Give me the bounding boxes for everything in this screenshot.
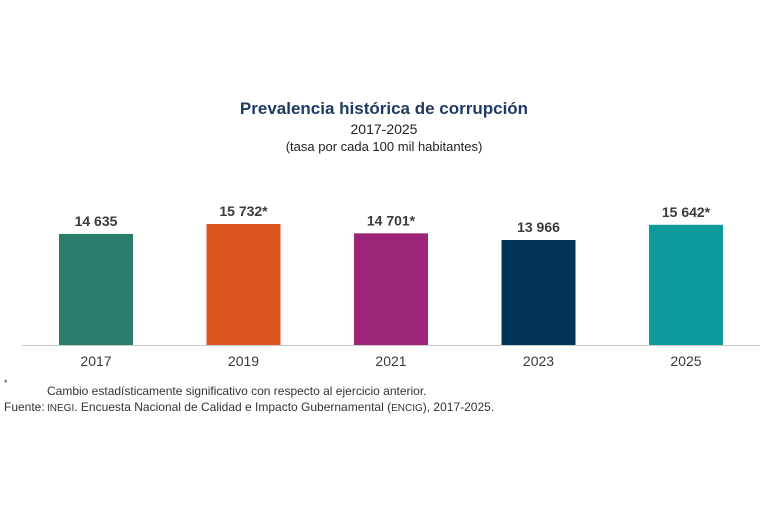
value-label-2017: 14 635 bbox=[75, 213, 118, 229]
footnotes: * Cambio estadísticamente significativo … bbox=[0, 378, 760, 416]
value-label-2019: 15 732* bbox=[219, 203, 268, 219]
chart-title: Prevalencia histórica de corrupción bbox=[239, 99, 529, 118]
source-org: INEGI bbox=[47, 403, 75, 414]
value-label-2021: 14 701* bbox=[367, 212, 416, 228]
bar-2021 bbox=[354, 233, 428, 345]
x-tick-label-2017: 2017 bbox=[80, 353, 111, 369]
bar-chart: 14 635 2017 15 732* 2019 14 701* 2021 13 966 20… bbox=[22, 203, 760, 369]
x-tick-label-2019: 2019 bbox=[228, 353, 259, 369]
chart-header: Prevalencia histórica de corrupción 2017… bbox=[0, 98, 768, 156]
bars-group: 14 635 2017 15 732* 2019 14 701* 2021 13 966 20… bbox=[59, 203, 723, 369]
chart-unit-label: (tasa por cada 100 mil habitantes) bbox=[285, 139, 483, 154]
source-note: Fuente: INEGI. Encuesta Nacional de Cali… bbox=[0, 400, 760, 416]
x-tick-label-2025: 2025 bbox=[670, 353, 701, 369]
source-abbr: ENCIG bbox=[391, 403, 423, 414]
significance-asterisk: * bbox=[4, 378, 8, 388]
value-label-2023: 13 966 bbox=[517, 219, 560, 235]
value-label-2025: 15 642* bbox=[662, 204, 711, 220]
significance-note: * Cambio estadísticamente significativo … bbox=[0, 378, 760, 400]
source-text: INEGI. Encuesta Nacional de Calidad e Im… bbox=[47, 400, 494, 414]
bar-2019 bbox=[206, 224, 281, 345]
x-tick-label-2021: 2021 bbox=[375, 353, 406, 369]
significance-text: Cambio estadísticamente significativo co… bbox=[47, 384, 427, 398]
bar-2025 bbox=[649, 224, 723, 345]
source-text-part1: . Encuesta Nacional de Calidad e Impacto… bbox=[74, 400, 392, 414]
bar-2017 bbox=[59, 233, 133, 345]
x-tick-label-2023: 2023 bbox=[523, 353, 554, 369]
bar-2023 bbox=[501, 240, 576, 345]
source-label: Fuente: bbox=[4, 400, 45, 414]
source-text-part2: ), 2017-2025. bbox=[422, 400, 495, 414]
chart-subtitle: 2017-2025 bbox=[350, 121, 418, 137]
